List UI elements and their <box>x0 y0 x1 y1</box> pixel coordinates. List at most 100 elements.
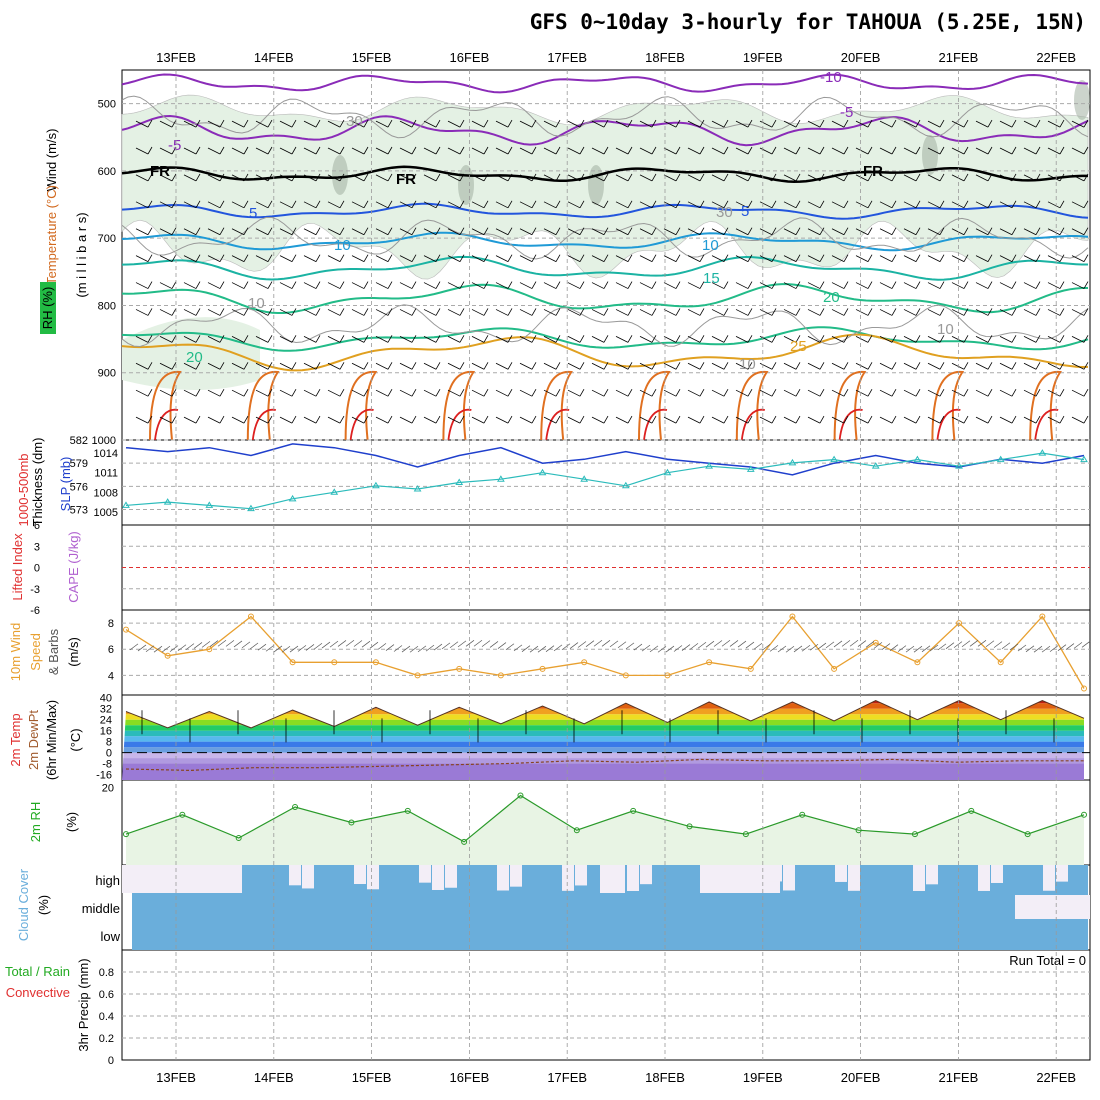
wind-barb <box>1023 119 1041 128</box>
wind-barb <box>543 415 561 424</box>
wind-barb <box>399 362 417 370</box>
rh2m-marker <box>573 827 580 834</box>
wind-barb <box>855 227 873 236</box>
wind-barb <box>759 200 777 209</box>
surface-loop-35 <box>545 408 570 441</box>
wind-barb <box>495 146 513 155</box>
day-label-top: 21FEB <box>939 50 979 65</box>
wind-barb <box>447 200 465 209</box>
wind10-marker <box>331 659 338 666</box>
wind-barb <box>735 415 753 424</box>
wind-barb <box>399 335 417 343</box>
li-ytick: 0 <box>34 563 40 575</box>
wind-barb <box>135 173 153 182</box>
wind-barb <box>999 308 1017 316</box>
wind-barb <box>807 281 825 289</box>
wind-barb <box>639 308 657 316</box>
wind-barb <box>1071 335 1089 343</box>
wind-barb <box>999 335 1017 343</box>
day-label-bottom: 21FEB <box>939 1070 979 1085</box>
wind-barb <box>855 388 873 397</box>
wind10-barb <box>689 643 699 650</box>
slp-marker <box>330 488 339 495</box>
wind-barb <box>423 281 441 289</box>
wind10-barb <box>449 641 459 649</box>
cloud-gap <box>926 865 938 885</box>
wind10-barb <box>649 645 659 653</box>
wind-barb <box>687 227 705 236</box>
wind-barb <box>903 173 921 182</box>
wind-barb <box>855 119 873 128</box>
sounding-ytick: 700 <box>98 233 116 245</box>
wind-barb <box>471 119 489 128</box>
cloud-gap <box>289 865 301 886</box>
wind-barb <box>279 119 297 128</box>
pcp-ytick: 0.2 <box>99 1033 114 1045</box>
wind-barb <box>1023 254 1041 262</box>
contour-label: 20 <box>186 349 203 366</box>
wind10-marker <box>997 659 1004 666</box>
wind-barb <box>303 362 321 370</box>
w10-side-c: & Barbs <box>46 628 61 675</box>
surface-loop-35 <box>838 408 863 441</box>
wind-barb <box>1071 362 1089 370</box>
wind10-barb <box>673 645 683 652</box>
wind-barb <box>399 173 417 182</box>
wind-barb <box>1071 200 1089 209</box>
wind10-barb <box>641 644 651 652</box>
wind-barb <box>447 254 465 262</box>
wind10-barb <box>633 643 643 651</box>
wind10-barb <box>345 639 355 647</box>
wind10-marker <box>247 613 254 620</box>
wind-barb <box>903 415 921 424</box>
wind10-barb <box>281 645 291 653</box>
wind-barb <box>399 146 417 155</box>
slp-ytick: 1014 <box>94 448 118 460</box>
cloud-gap <box>562 865 574 891</box>
wind-barb <box>567 362 585 370</box>
wind-barb <box>687 415 705 424</box>
wind-barb <box>663 119 681 128</box>
wind-barb <box>183 415 201 424</box>
wind-barb <box>831 308 849 316</box>
pcp-ytick: 0 <box>108 1055 114 1067</box>
wind-barb <box>543 200 561 209</box>
wind10-barb <box>1001 642 1011 650</box>
t2-side-b: 2m DewPt <box>26 710 41 770</box>
wind-barb <box>975 415 993 424</box>
wind-barb <box>495 200 513 209</box>
wind10-barb <box>905 645 915 653</box>
wind-barb <box>879 281 897 289</box>
w10-ytick: 6 <box>108 644 114 656</box>
wind-barb <box>831 254 849 262</box>
wind-barb <box>423 308 441 316</box>
wind10-barb <box>257 643 267 651</box>
cloud-gap <box>705 865 717 883</box>
wind-barb <box>423 335 441 343</box>
cloud-gap-high <box>600 865 625 893</box>
wind-barb <box>567 200 585 209</box>
contour-label: 10 <box>334 237 351 254</box>
t2-side-c: (6hr Min/Max) <box>44 700 59 780</box>
wind-barb <box>711 146 729 155</box>
wind10-marker <box>747 665 754 672</box>
wind-barb <box>1047 335 1065 343</box>
temp-band <box>122 700 1084 704</box>
wind-barb <box>663 388 681 397</box>
rh-color-key <box>40 282 56 334</box>
wind10-barb <box>785 645 795 653</box>
wind-barb <box>303 227 321 236</box>
wind-barb <box>255 227 273 236</box>
w10-side-a: 10m Wind <box>8 623 23 682</box>
rh2m-marker <box>1081 811 1087 818</box>
wind-barb <box>879 173 897 182</box>
wind-barb <box>135 388 153 397</box>
wind-barb <box>375 388 393 397</box>
cloud-gap <box>497 865 509 891</box>
wind-barb <box>279 415 297 424</box>
cloud-level-middle: middle <box>82 901 120 916</box>
slp-side-label: SLP (mb) <box>58 457 73 512</box>
wind-barb <box>1071 415 1089 424</box>
li-side-label: Lifted Index <box>10 533 25 601</box>
wind-barb <box>423 146 441 155</box>
